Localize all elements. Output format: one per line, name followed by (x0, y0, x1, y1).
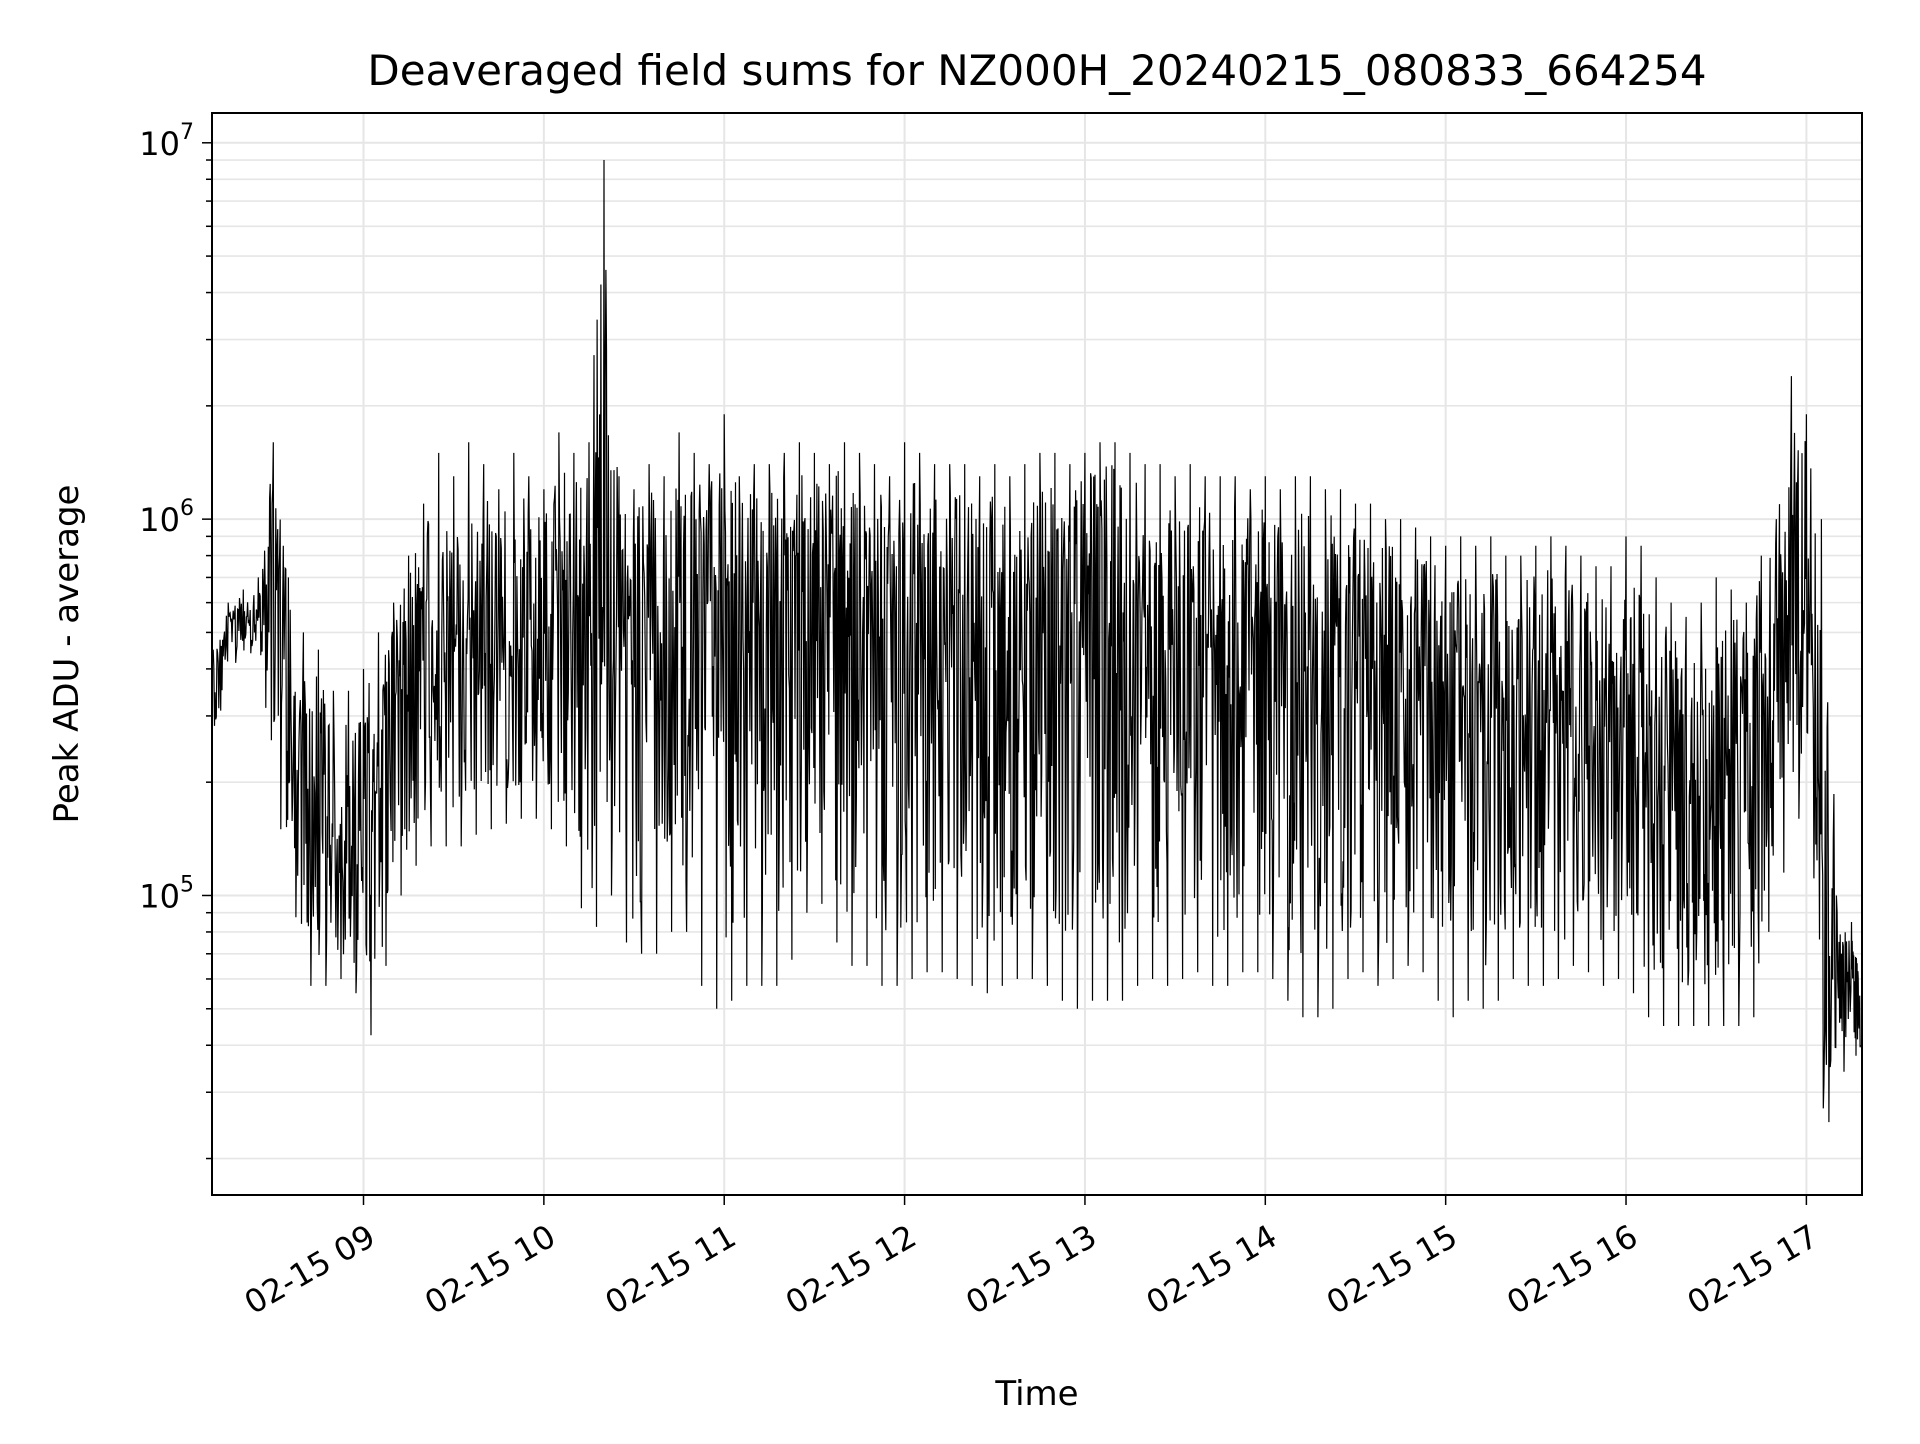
chart-title: Deaveraged field sums for NZ000H_2024021… (367, 46, 1706, 95)
plot-frame (211, 112, 1863, 1196)
series-polyline (212, 159, 1862, 1123)
y-tick-label: 105 (139, 872, 194, 915)
x-axis-label: Time (994, 1374, 1078, 1414)
y-axis: 105 106 107 (139, 120, 212, 1160)
y-tick-label: 107 (139, 120, 194, 163)
series-line (212, 159, 1862, 1123)
y-tick-label: 106 (139, 496, 194, 539)
y-axis-label: Peak ADU - average (47, 485, 87, 824)
